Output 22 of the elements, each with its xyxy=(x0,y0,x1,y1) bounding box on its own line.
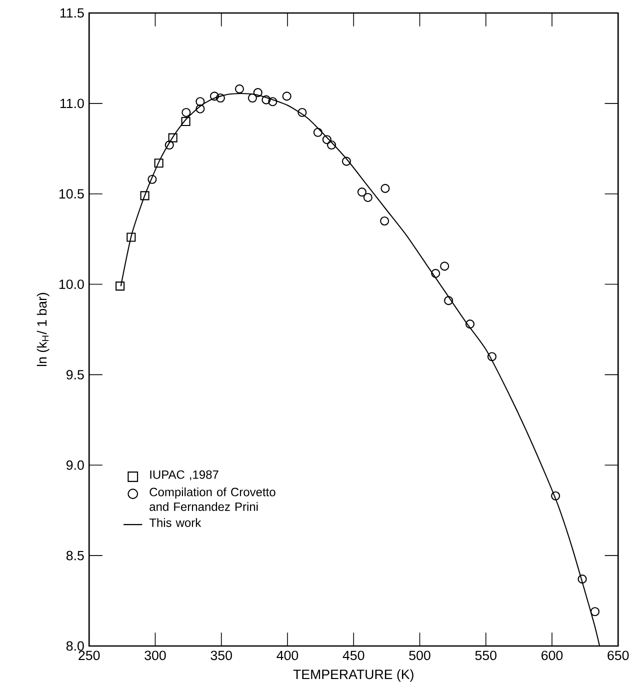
y-tick-label: 10.0 xyxy=(60,280,84,289)
x-tick-label: 400 xyxy=(276,650,298,660)
x-tick-label: 350 xyxy=(210,650,232,660)
legend-label: IUPAC ,1987 xyxy=(150,470,218,480)
y-tick-label: 11.5 xyxy=(60,8,84,18)
x-axis-title: TEMPERATURE (K) xyxy=(293,669,414,682)
y-tick-label: 9.5 xyxy=(66,370,84,380)
x-tick-label: 500 xyxy=(409,650,430,660)
y-axis-title: ln (k$_{H}$/ 1 bar) xyxy=(37,292,50,366)
x-tick-label: 300 xyxy=(144,650,166,660)
y-tick-label: 8.0 xyxy=(66,641,84,651)
x-tick-label: 450 xyxy=(342,650,364,660)
x-tick-label: 650 xyxy=(608,650,629,660)
legend-label: This work xyxy=(150,518,202,527)
y-tick-label: 10.5 xyxy=(60,189,84,199)
x-tick-label: 550 xyxy=(475,650,497,660)
x-tick-label: 250 xyxy=(78,650,100,660)
legend-label: Compilation of Crovetto and Fernandez Prini xyxy=(150,487,276,511)
x-tick-label: 600 xyxy=(542,650,563,660)
y-tick-label: 9.0 xyxy=(66,460,84,470)
y-tick-label: 11.0 xyxy=(60,98,84,108)
y-tick-label: 8.5 xyxy=(66,550,84,560)
